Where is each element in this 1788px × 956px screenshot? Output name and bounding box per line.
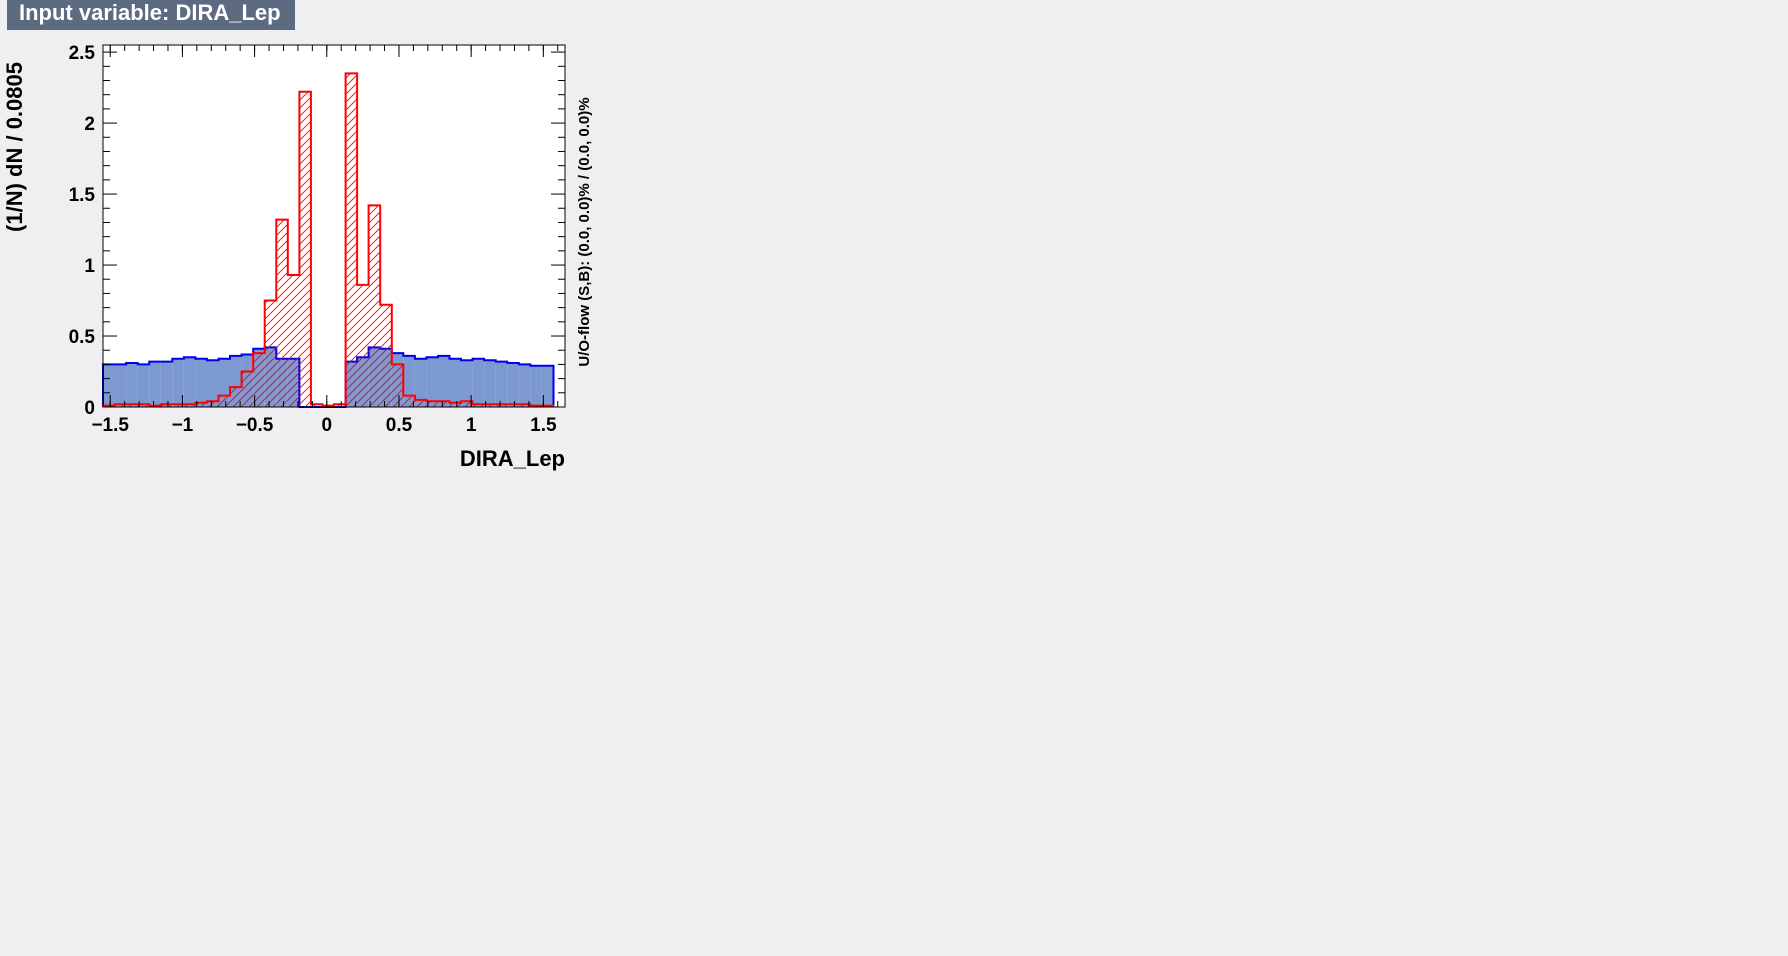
y-tick-label: 1.5: [69, 185, 96, 206]
y-axis-label: (1/N) dN / 0.0805: [2, 62, 27, 232]
signal-bin: [114, 404, 127, 407]
signal-bin: [414, 399, 427, 407]
signal-bin: [137, 404, 150, 407]
signal-bin: [195, 402, 207, 407]
signal-bin: [495, 404, 508, 407]
x-tick-label: 0.5: [386, 415, 413, 436]
background-bin: [449, 358, 462, 407]
background-bin: [495, 361, 508, 407]
signal-bin: [461, 401, 473, 407]
background-bin: [541, 365, 554, 407]
x-tick-label: 1.5: [530, 415, 557, 436]
signal-bin: [507, 404, 519, 407]
signal-bin: [357, 284, 369, 407]
x-tick-label: 1: [466, 415, 477, 436]
x-axis-label: DIRA_Lep: [460, 446, 565, 471]
x-tick-label: 0: [321, 415, 332, 436]
y-tick-label: 1: [84, 256, 95, 277]
background-bin: [507, 362, 519, 407]
signal-bin: [472, 404, 485, 407]
background-bin: [426, 357, 438, 407]
x-tick-label: −1.5: [91, 415, 129, 436]
signal-bin: [437, 401, 450, 407]
signal-bin: [218, 395, 231, 407]
signal-bin: [299, 91, 311, 408]
y-tick-label: 2: [84, 114, 95, 135]
background-bin: [414, 358, 427, 407]
background-bin: [149, 361, 161, 407]
signal-bin: [403, 395, 415, 407]
signal-bin: [206, 401, 219, 407]
background-bin: [160, 361, 173, 407]
background-bin: [472, 358, 485, 407]
background-bin: [530, 365, 542, 407]
signal-bin: [264, 300, 277, 407]
signal-bin: [310, 404, 323, 407]
background-bin: [484, 360, 496, 407]
background-bin: [137, 364, 150, 407]
y-tick-label: 0: [84, 398, 95, 419]
background-bin: [403, 355, 415, 407]
signal-bin: [484, 404, 496, 407]
signal-bin: [230, 387, 242, 407]
background-bin: [126, 362, 138, 407]
x-tick-label: −0.5: [236, 415, 274, 436]
y-tick-label: 2.5: [69, 43, 96, 64]
x-tick-label: −1: [172, 415, 194, 436]
signal-outline: [102, 72, 555, 407]
signal-bin: [276, 219, 288, 407]
signal-bin: [172, 404, 184, 407]
background-bin: [103, 364, 115, 407]
signal-bin: [183, 404, 196, 407]
signal-bin: [160, 404, 173, 407]
background-bin: [114, 364, 127, 407]
background-bin: [172, 358, 184, 407]
background-bin: [218, 358, 231, 407]
background-bin: [461, 360, 473, 407]
signal-bin: [518, 404, 531, 407]
signal-bin: [334, 404, 346, 407]
overflow-label: U/O-flow (S,B): (0.0, 0.0)% / (0.0, 0.0)…: [576, 97, 593, 366]
background-bin: [437, 355, 450, 407]
background-bin: [206, 360, 219, 407]
signal-bin: [380, 304, 392, 407]
background-bin: [230, 355, 242, 407]
chart-title: Input variable: DIRA_Lep: [7, 0, 295, 30]
plot-area: [103, 45, 565, 407]
background-bin: [183, 357, 196, 407]
signal-bin: [253, 353, 265, 407]
background-bin: [518, 364, 531, 407]
signal-bin: [241, 371, 254, 407]
signal-bin: [426, 401, 438, 407]
signal-bin: [449, 402, 462, 407]
background-bin: [195, 358, 207, 407]
signal-bin: [287, 274, 300, 407]
y-tick-label: 0.5: [69, 327, 96, 348]
plot-frame: [102, 44, 566, 408]
signal-bin: [345, 73, 358, 408]
signal-bin: [391, 364, 404, 407]
signal-bin: [126, 404, 138, 407]
signal-bin: [368, 205, 381, 407]
